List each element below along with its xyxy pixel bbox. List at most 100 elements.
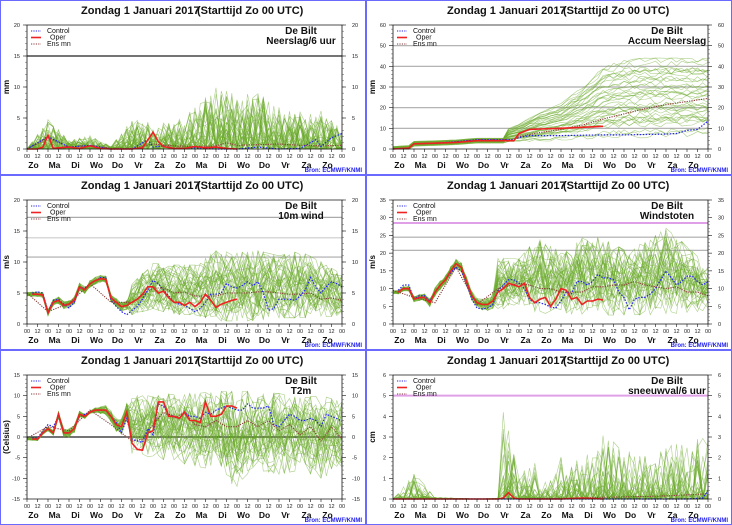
legend-label: Ens mn (47, 41, 71, 48)
x-day-label: Zo (394, 160, 404, 170)
x-tick-label: 12 (118, 329, 124, 335)
panel-10m-wind: Zondag 1 Januari 2017 (Starttijd Zo 00 UT… (0, 175, 366, 350)
x-tick-label: 12 (160, 329, 166, 335)
y-tick-label-left: 0 (17, 147, 20, 153)
x-tick-label: 00 (390, 154, 396, 160)
x-tick-label: 12 (484, 329, 490, 335)
x-tick-label: 12 (484, 504, 490, 510)
x-tick-label: 12 (526, 154, 532, 160)
chart-title-date: Zondag 1 Januari 2017 (81, 180, 200, 192)
x-tick-label: 00 (558, 154, 564, 160)
x-tick-label: 00 (642, 504, 648, 510)
x-tick-label: 12 (463, 504, 469, 510)
y-axis-label: m/s (2, 255, 11, 269)
x-tick-label: 12 (286, 504, 292, 510)
x-day-label: Wo (90, 160, 103, 170)
x-day-label: Zo (688, 510, 698, 520)
x-day-label: Ma (196, 160, 208, 170)
y-axis-label: m/s (368, 255, 377, 269)
x-tick-label: 00 (45, 154, 51, 160)
x-day-label: Di (71, 510, 80, 520)
x-day-label: Vr (500, 510, 509, 520)
x-day-label: Zo (541, 335, 551, 345)
y-tick-label-left: 60 (380, 23, 386, 29)
legend-label: Ens mn (413, 391, 437, 398)
x-tick-label: 00 (579, 154, 585, 160)
x-tick-label: 00 (684, 504, 690, 510)
x-tick-label: 00 (390, 504, 396, 510)
oper-line (393, 491, 604, 500)
x-tick-label: 00 (453, 154, 459, 160)
x-day-label: Ma (49, 510, 61, 520)
x-tick-label: 00 (318, 504, 324, 510)
y-tick-label-left: 10 (14, 85, 20, 91)
station-name: De Bilt (651, 26, 683, 37)
x-day-label: Do (259, 335, 270, 345)
legend-label: Oper (416, 35, 432, 42)
x-tick-label: 00 (129, 329, 135, 335)
x-day-label: Wo (90, 510, 103, 520)
x-tick-label: 12 (34, 154, 40, 160)
legend-label: Control (47, 203, 70, 210)
x-tick-label: 12 (631, 154, 637, 160)
x-tick-label: 12 (118, 154, 124, 160)
y-tick-label-right: 35 (718, 198, 724, 204)
x-tick-label: 12 (160, 154, 166, 160)
variable-name: Accum Neerslag (628, 36, 706, 47)
x-tick-label: 00 (432, 154, 438, 160)
x-day-label: Di (218, 160, 227, 170)
x-day-label: Zo (175, 510, 185, 520)
x-day-label: Vr (281, 510, 290, 520)
x-tick-label: 12 (223, 154, 229, 160)
y-tick-label-right: 5 (718, 394, 721, 400)
variable-name: sneeuwval/6 uur (628, 386, 706, 397)
y-tick-label-right: 20 (352, 198, 358, 204)
x-day-label: Za (155, 335, 165, 345)
x-tick-label: 12 (328, 504, 334, 510)
y-tick-label-right: 20 (718, 106, 724, 112)
x-tick-label: 12 (139, 329, 145, 335)
x-day-label: Di (437, 335, 446, 345)
x-tick-label: 00 (579, 504, 585, 510)
legend-label: Ens mn (413, 41, 437, 48)
legend-label: Ens mn (47, 391, 71, 398)
x-day-label: Vr (500, 335, 509, 345)
x-tick-label: 00 (537, 329, 543, 335)
x-day-label: Di (218, 510, 227, 520)
x-day-label: Zo (28, 510, 38, 520)
x-tick-label: 00 (150, 504, 156, 510)
x-day-label: Vr (281, 160, 290, 170)
x-tick-label: 12 (610, 329, 616, 335)
x-day-label: Zo (322, 160, 332, 170)
x-day-label: Do (625, 510, 636, 520)
source-credit: Bron: ECMWF/KNMI (671, 518, 729, 524)
y-tick-label-right: 10 (352, 394, 358, 400)
y-tick-label-right: 10 (718, 126, 724, 132)
x-tick-label: 00 (255, 329, 261, 335)
chart-title-start: (Starttijd Zo 00 UTC) (197, 5, 304, 17)
x-tick-label: 12 (97, 504, 103, 510)
x-day-label: Vr (134, 510, 143, 520)
x-day-label: Wo (237, 335, 250, 345)
ensemble-member-line (26, 117, 343, 150)
x-day-label: Ma (196, 510, 208, 520)
y-tick-label-right: 6 (718, 373, 721, 379)
x-tick-label: 00 (600, 504, 606, 510)
source-credit: Bron: ECMWF/KNMI (305, 343, 363, 349)
x-tick-label: 00 (234, 329, 240, 335)
ens-mean-line (392, 97, 709, 150)
x-tick-label: 00 (24, 154, 30, 160)
x-day-label: Wo (237, 160, 250, 170)
x-tick-label: 12 (631, 504, 637, 510)
x-tick-label: 00 (66, 504, 72, 510)
ensemble-members (26, 249, 343, 322)
x-tick-label: 12 (589, 329, 595, 335)
x-tick-label: 00 (87, 504, 93, 510)
x-tick-label: 00 (129, 154, 135, 160)
y-tick-label-right: 30 (718, 216, 724, 222)
x-tick-label: 00 (621, 329, 627, 335)
panel-accumulated-precipitation: Zondag 1 Januari 2017 (Starttijd Zo 00 UT… (366, 0, 732, 175)
variable-name: Windstoten (640, 211, 694, 222)
x-day-label: Za (668, 335, 678, 345)
ensemble-member-line (392, 248, 709, 306)
